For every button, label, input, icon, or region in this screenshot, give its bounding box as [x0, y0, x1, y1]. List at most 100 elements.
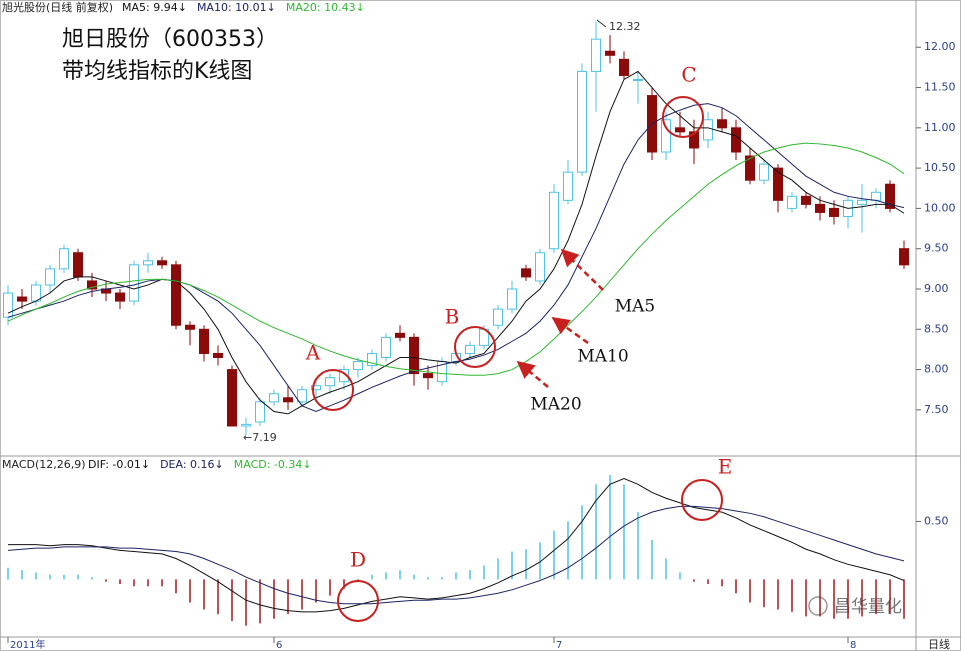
candle-body	[773, 167, 783, 201]
candle-body	[241, 423, 251, 427]
annotation-letter: A	[305, 341, 321, 365]
legend-entry: DIF: -0.01↓	[88, 458, 150, 471]
candle-body	[563, 171, 573, 201]
arrow-label: MA5	[615, 297, 656, 317]
watermark-icon	[808, 596, 828, 616]
candle-body	[45, 268, 55, 286]
candle-body	[115, 292, 125, 302]
candle-body	[227, 369, 237, 427]
candle-body	[381, 336, 391, 358]
candle-body	[577, 70, 587, 173]
high-pointer	[596, 19, 607, 28]
candle-body	[157, 260, 167, 266]
chart-subtitle: 带均线指标的K线图	[62, 59, 252, 84]
candle-body	[367, 352, 377, 367]
candle-body	[521, 268, 531, 278]
annotation-circle	[337, 580, 379, 622]
annotation-circle	[681, 479, 723, 521]
candle-body	[619, 58, 629, 76]
candle-body	[493, 308, 503, 326]
candle-body	[507, 288, 517, 310]
candle-body	[311, 385, 321, 391]
ma-line	[7, 142, 905, 376]
annotation-letter: B	[445, 305, 460, 329]
low-label: ←7.19	[243, 431, 277, 444]
candle-body	[171, 264, 181, 326]
ma-line	[7, 70, 905, 415]
candle-body	[325, 377, 335, 387]
y-tick-label: 9.50	[924, 242, 949, 255]
candle-body	[213, 352, 223, 358]
candle-body	[353, 361, 363, 371]
legend-entry: MACD: -0.34↓	[234, 458, 312, 471]
candle-body	[185, 324, 195, 330]
watermark: 昌华量化	[834, 597, 902, 617]
y-tick-label: 8.50	[924, 322, 949, 335]
candle-body	[17, 296, 27, 302]
candle-body	[591, 38, 601, 72]
y-tick-label: 10.00	[924, 201, 956, 214]
candle-body	[689, 131, 699, 149]
arrow-label: MA20	[530, 395, 581, 415]
candle-body	[703, 119, 713, 141]
annotation-circle	[662, 96, 704, 138]
candle-body	[87, 280, 97, 290]
candle-body	[549, 191, 559, 250]
macd-line	[7, 505, 905, 605]
candle-body	[465, 344, 475, 354]
macd-header: MACD(12,26,9)	[2, 458, 86, 471]
candle-body	[885, 183, 895, 209]
candle-body	[661, 119, 671, 153]
candle-body	[31, 284, 41, 302]
arrow-label: MA10	[577, 347, 628, 367]
y-tick-label: 0.50	[924, 514, 949, 527]
candle-body	[129, 264, 139, 302]
legend-entry: MA20: 10.43↓	[286, 1, 365, 14]
legend-entry: MA10: 10.01↓	[197, 1, 276, 14]
candle-body	[255, 401, 265, 423]
candle-body	[829, 207, 839, 217]
candle-body	[269, 393, 279, 403]
legend-entry: DEA: 0.16↓	[160, 458, 224, 471]
candle-body	[199, 328, 209, 354]
x-tick-label: 8	[850, 640, 856, 651]
y-tick-label: 9.00	[924, 282, 949, 295]
legend-entry: MA5: 9.94↓	[122, 1, 187, 14]
candle-body	[801, 195, 811, 205]
candle-body	[409, 336, 419, 375]
candle-body	[283, 397, 293, 403]
annotation-arrow	[551, 316, 589, 345]
x-tick-label: 6	[276, 640, 282, 651]
x-tick-label: 7	[556, 640, 562, 651]
annotation-letter: E	[718, 455, 733, 479]
candle-body	[395, 332, 405, 338]
candle-body	[675, 127, 685, 133]
candle-body	[73, 252, 83, 278]
y-tick-label: 7.50	[924, 403, 949, 416]
macd-line	[8, 478, 905, 613]
candle-body	[731, 127, 741, 153]
high-label: 12.32	[609, 20, 641, 33]
x-tick-label: 2011年	[10, 638, 45, 651]
candle-body	[297, 389, 307, 403]
annotation-letter: C	[681, 63, 696, 87]
annotation-arrow	[516, 360, 549, 388]
candle-body	[815, 203, 825, 213]
y-tick-label: 11.00	[924, 121, 956, 134]
candle-body	[535, 252, 545, 282]
y-tick-label: 10.50	[924, 161, 956, 174]
candle-body	[143, 260, 153, 266]
chart-header: 旭光股份(日线 前复权)	[2, 0, 113, 14]
candle-body	[339, 369, 349, 383]
annotation-circle	[454, 326, 496, 368]
candle-body	[59, 248, 69, 270]
candle-body	[745, 155, 755, 181]
y-tick-label: 11.50	[924, 81, 956, 94]
candle-body	[787, 195, 797, 209]
y-tick-label: 8.00	[924, 363, 949, 376]
period-label: 日线	[928, 637, 950, 651]
chart-title: 旭日股份（600353）	[62, 27, 278, 52]
candle-body	[871, 191, 881, 201]
